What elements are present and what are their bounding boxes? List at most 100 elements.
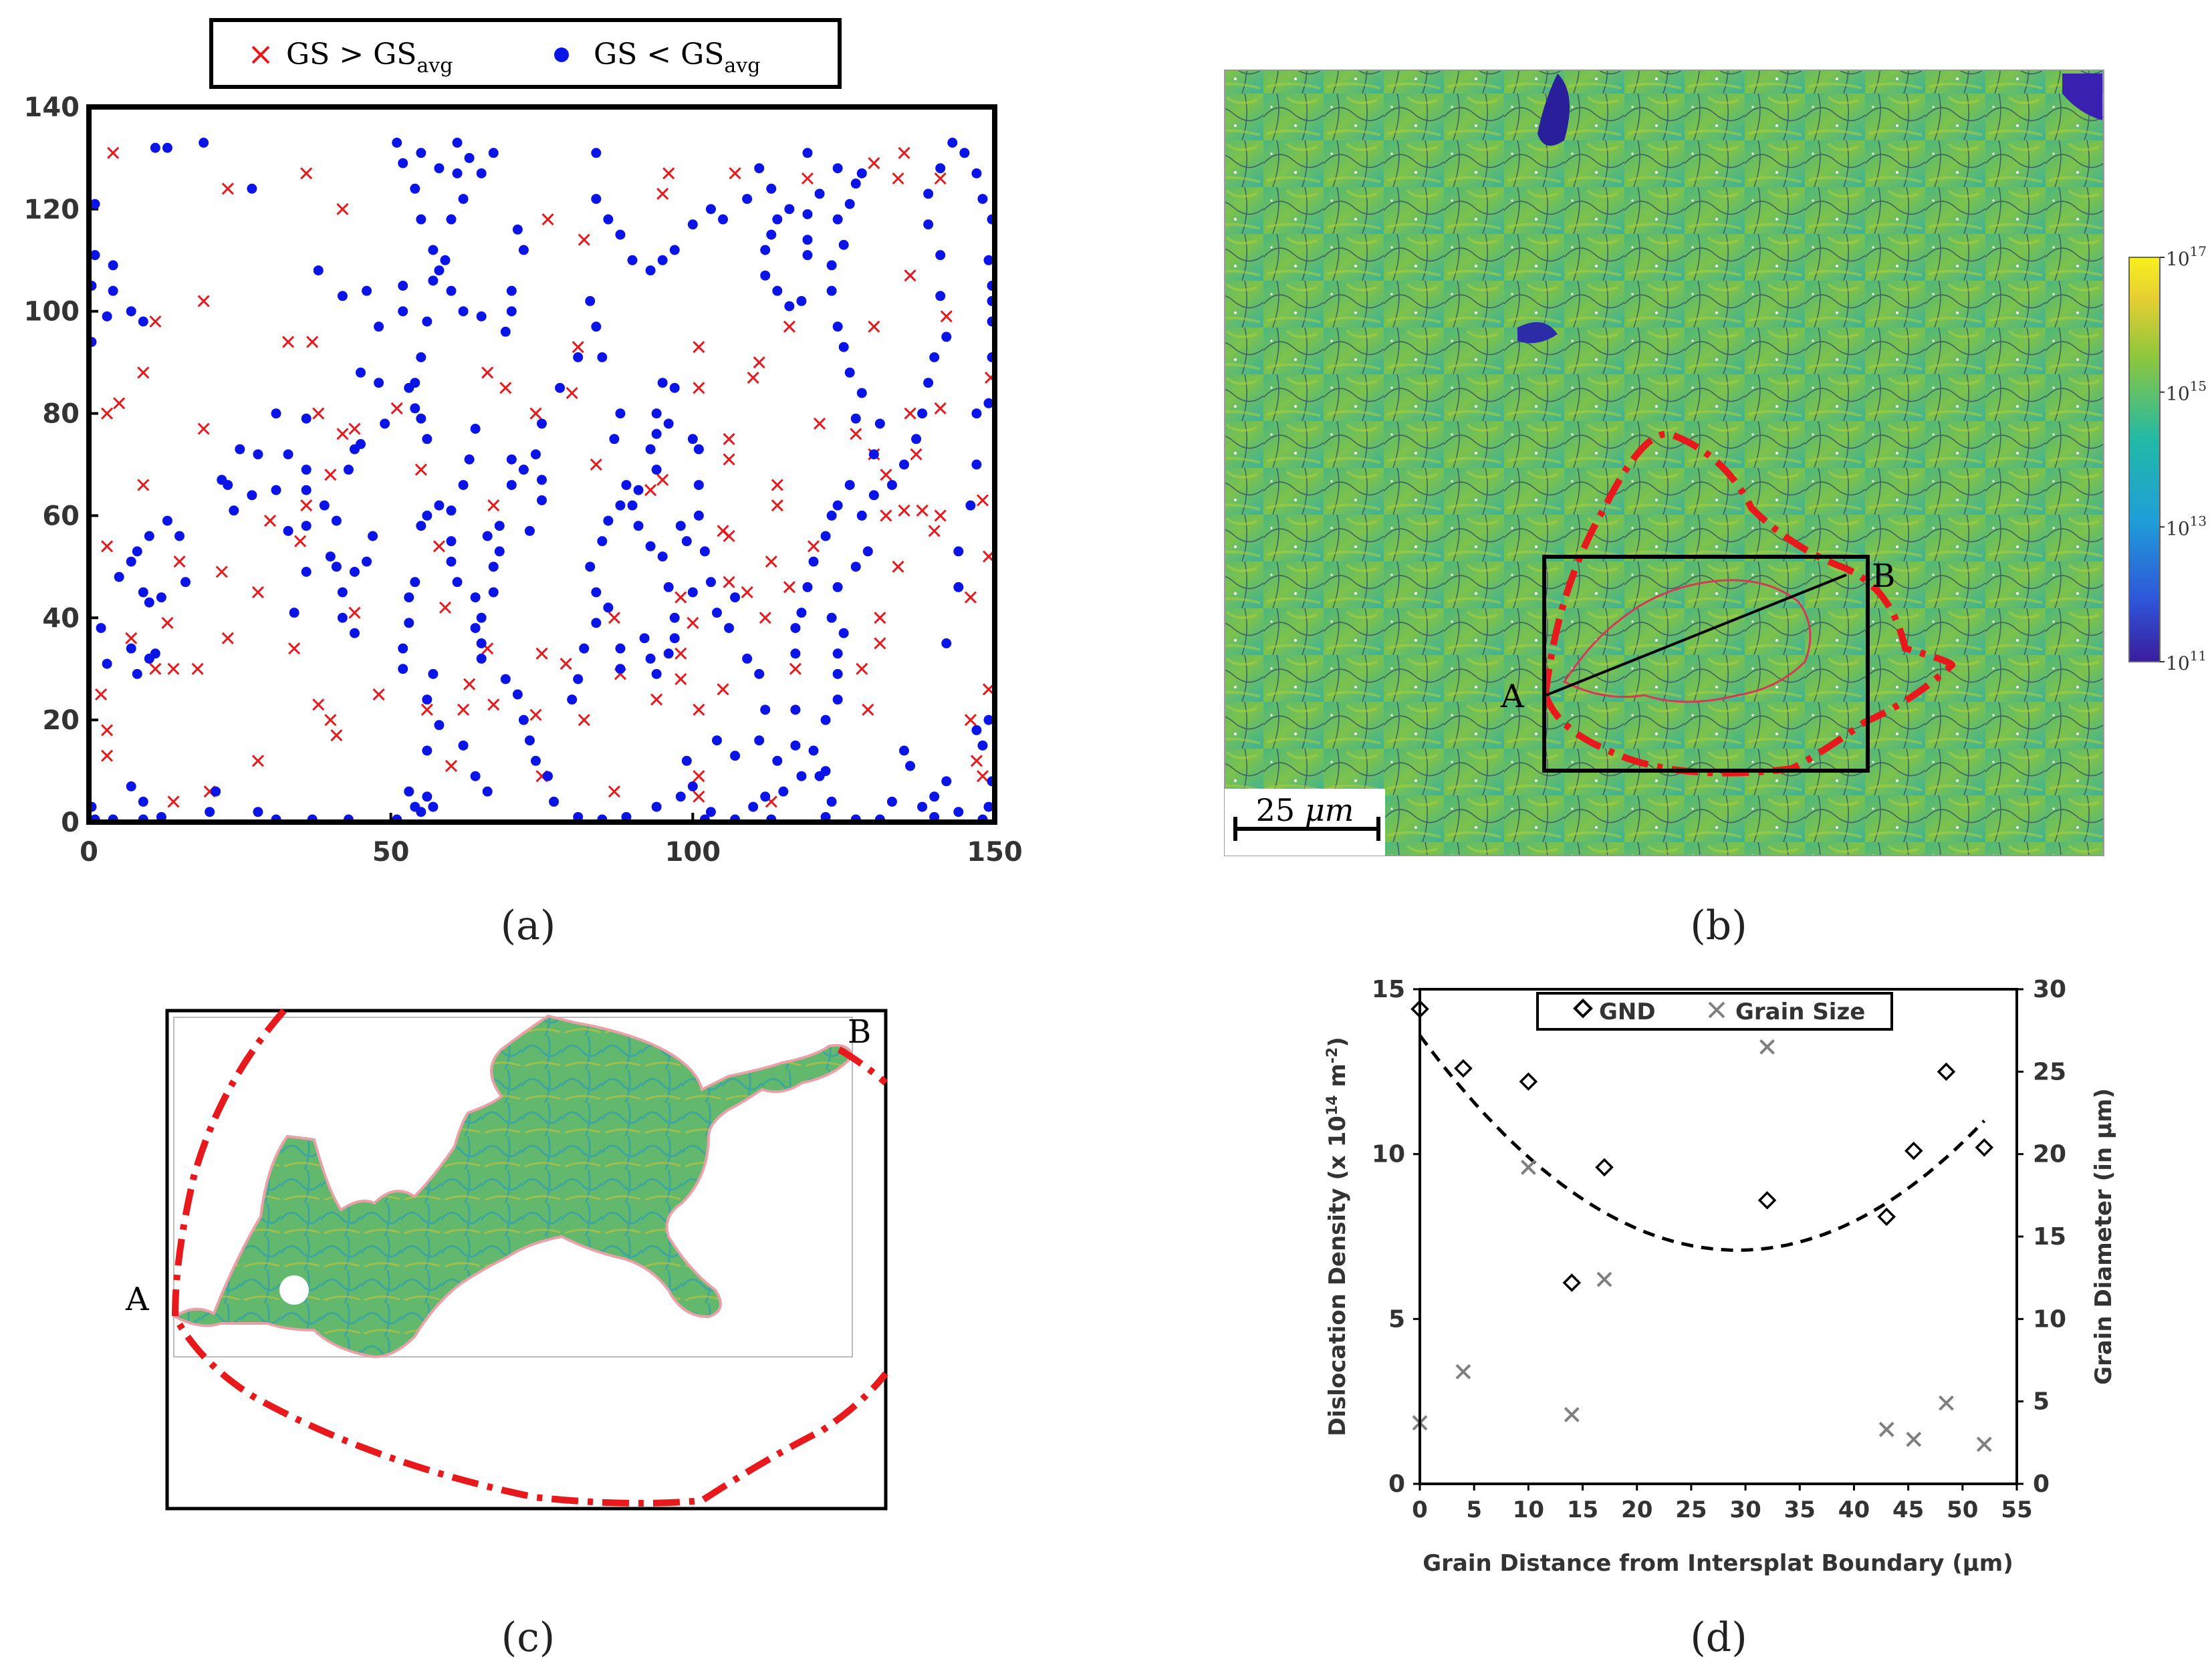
data-point-gt (964, 714, 977, 727)
data-point-lt (362, 285, 372, 296)
data-point-lt (754, 735, 765, 746)
gnd-point (1937, 1062, 1956, 1081)
panel-a-frame (86, 104, 997, 825)
data-point-lt (953, 582, 964, 592)
data-point-lt (488, 561, 499, 572)
data-point-lt (422, 745, 433, 756)
data-point-gt (372, 688, 385, 700)
data-point-lt (591, 587, 602, 598)
data-point-gt (910, 448, 923, 461)
data-point-lt (555, 382, 566, 393)
data-point-gt (161, 616, 174, 629)
y-tick-label: 140 (24, 92, 80, 123)
data-point-lt (766, 229, 777, 240)
data-point-lt (820, 715, 831, 725)
data-point-lt (850, 561, 861, 572)
grain-hole (279, 1275, 309, 1305)
data-point-lt (615, 500, 626, 511)
data-point-lt (832, 668, 843, 679)
data-point-lt (126, 781, 136, 791)
data-point-lt (482, 786, 493, 797)
data-point-lt (138, 587, 148, 598)
data-point-lt (983, 398, 994, 408)
data-point-lt (398, 281, 408, 291)
scale-bar: 25 μm (1225, 789, 1385, 856)
data-point-gt (541, 213, 554, 226)
data-point-lt (537, 495, 547, 505)
y-tick-label: 80 (42, 399, 80, 430)
data-point-lt (651, 801, 662, 812)
data-point-gt (336, 203, 349, 215)
data-point-lt (416, 807, 426, 817)
data-point-lt (446, 556, 457, 567)
data-point-lt (826, 260, 837, 271)
data-point-lt (518, 465, 529, 475)
data-point-gt (324, 714, 337, 727)
data-point-lt (410, 577, 420, 588)
data-point-lt (838, 342, 849, 352)
data-point-lt (778, 786, 789, 797)
data-point-lt (808, 556, 819, 567)
data-point-lt (874, 418, 885, 429)
data-point-lt (971, 408, 982, 419)
y-tick-label-right: 5 (2033, 1388, 2050, 1416)
data-point-gt (650, 693, 663, 706)
data-point-lt (669, 382, 680, 393)
data-point-lt (705, 204, 716, 215)
data-point-lt (917, 408, 928, 419)
x-tick-label: 40 (1838, 1497, 1870, 1523)
data-point-gt (868, 157, 880, 170)
data-point-lt (814, 188, 825, 199)
data-point-gt (801, 172, 814, 185)
legend-label-grain-size: Grain Size (1735, 999, 1865, 1025)
data-point-lt (518, 715, 529, 725)
panel-c-grain-detail: A B (125, 1008, 888, 1511)
data-point-lt (669, 612, 680, 623)
data-point-lt (422, 316, 433, 327)
data-point-lt (90, 250, 100, 261)
data-point-gt (481, 366, 494, 379)
data-point-gt (693, 703, 705, 716)
data-point-lt (808, 745, 819, 756)
panel-d-frame (1419, 988, 2018, 1485)
data-point-gt (113, 397, 126, 410)
data-point-lt (398, 158, 408, 168)
data-point-lt (349, 567, 360, 577)
x-tick-label: 35 (1784, 1497, 1816, 1523)
data-point-lt (657, 378, 668, 388)
x-tick-label: 55 (2001, 1497, 2032, 1523)
data-point-lt (983, 255, 994, 265)
data-point-gt (578, 233, 590, 246)
data-point-lt (126, 643, 136, 654)
data-point-lt (754, 163, 765, 174)
data-point-lt (971, 168, 982, 178)
data-point-lt (416, 352, 426, 362)
data-point-gt (880, 469, 892, 481)
data-point-gt (300, 167, 313, 180)
low-density-patch (2062, 74, 2102, 120)
data-point-lt (651, 465, 662, 475)
data-point-lt (398, 664, 408, 674)
data-point-lt (537, 475, 547, 485)
data-point-gt (970, 755, 983, 767)
data-point-lt (693, 480, 704, 491)
label-point-b: B (1872, 557, 1895, 595)
grain-size-point (1596, 1271, 1612, 1287)
data-point-lt (615, 229, 626, 240)
data-point-gt (747, 372, 759, 384)
data-point-gt (137, 479, 150, 491)
data-point-gt (765, 555, 777, 568)
data-point-lt (132, 668, 142, 679)
data-point-lt (663, 418, 674, 429)
data-point-lt (772, 285, 783, 296)
data-point-gt (723, 453, 735, 466)
data-point-lt (434, 720, 445, 731)
grain-size-point (1520, 1159, 1536, 1175)
data-point-lt (434, 500, 445, 511)
data-point-lt (458, 306, 469, 317)
caption-a: (a) (501, 902, 556, 949)
data-point-lt (657, 255, 668, 265)
data-point-gt (529, 407, 542, 420)
data-point-gt (964, 591, 977, 604)
legend-label-lt: GS < GSavg (594, 37, 760, 78)
